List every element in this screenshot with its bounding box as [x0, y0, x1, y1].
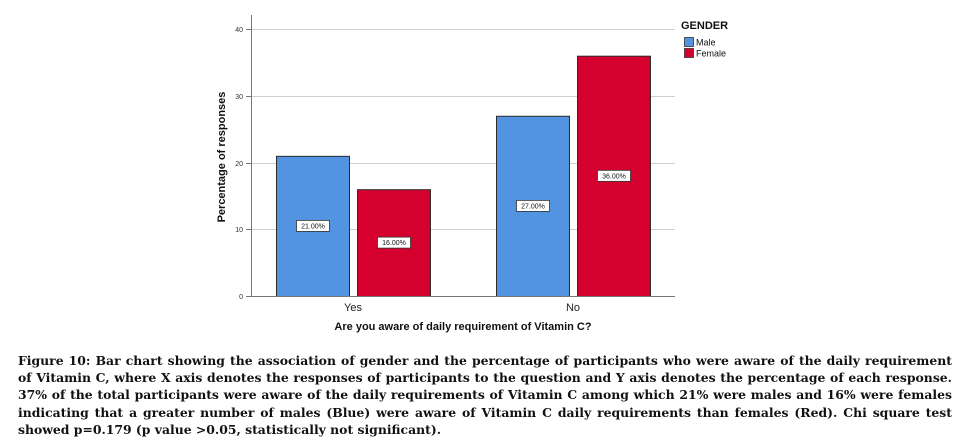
data-label-box	[377, 236, 411, 249]
axes	[251, 15, 675, 297]
y-tick-label: 30	[235, 94, 243, 101]
y-tick-label: 20	[235, 161, 243, 168]
data-label: 21.00%	[301, 223, 325, 230]
y-tick-label: 10	[235, 227, 243, 234]
bars	[276, 55, 651, 298]
y-tick-labels: 0 10 20 30 40	[235, 27, 243, 301]
y-tick-label: 0	[239, 294, 243, 301]
y-axis-title: Percentage of responses	[216, 92, 228, 223]
legend-label: Female	[696, 49, 726, 59]
legend-label: Male	[696, 38, 716, 48]
x-category-labels: Yes No	[344, 302, 580, 314]
data-label: 16.00%	[382, 240, 406, 247]
y-tick-label: 40	[235, 27, 243, 34]
bar-chart: 0 10 20 30 40 Yes No 21.00% 16.00% 27.00% 36.00%…	[216, 15, 728, 333]
bar-yes-male	[276, 155, 350, 297]
legend-title: GENDER	[681, 20, 728, 32]
data-label-box	[597, 169, 631, 182]
legend-swatch-female	[684, 48, 694, 58]
x-category-label: Yes	[344, 302, 362, 314]
x-axis-title: Are you aware of daily requirement of Vi…	[334, 321, 591, 333]
x-category-label: No	[566, 302, 580, 314]
data-label: 27.00%	[521, 203, 545, 210]
data-label-box	[516, 199, 550, 212]
data-label-box	[296, 220, 330, 232]
figure-caption: Figure 10: Bar chart showing the associa…	[18, 353, 952, 437]
data-label: 36.00%	[602, 173, 626, 180]
legend-swatch-male	[684, 37, 694, 47]
data-labels: 21.00% 16.00% 27.00% 36.00%	[296, 169, 631, 249]
